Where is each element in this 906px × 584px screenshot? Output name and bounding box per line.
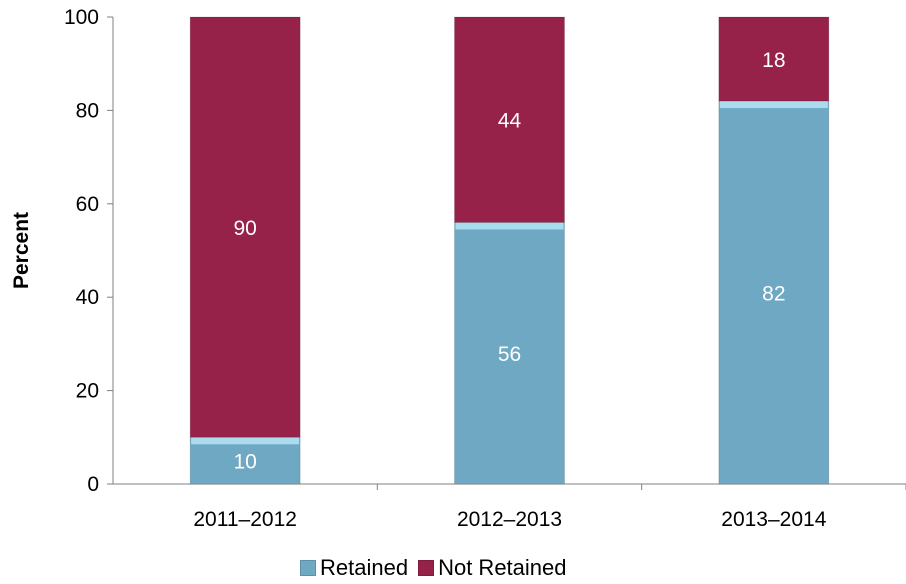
data-label-retained: 56 (498, 343, 521, 366)
data-label-retained: 10 (233, 451, 256, 474)
y-tick-label: 100 (64, 6, 99, 29)
y-tick-label: 20 (76, 380, 99, 403)
y-tick-label: 80 (76, 99, 99, 122)
legend-item-not-retained: Not Retained (418, 555, 567, 581)
legend-item-retained: Retained (300, 555, 408, 581)
legend: Retained Not Retained (300, 555, 577, 581)
data-label-not-retained: 18 (762, 49, 785, 72)
x-axis: 2011–2012 2012–2013 2013–2014 (113, 483, 906, 531)
legend-label-not-retained: Not Retained (438, 555, 567, 580)
bar-not-retained (718, 16, 830, 102)
bar-highlight (719, 101, 828, 109)
legend-swatch-retained (300, 560, 316, 576)
y-tick-label: 40 (76, 286, 99, 309)
x-tick-label: 2011–2012 (193, 508, 297, 531)
bar-retained (454, 221, 565, 485)
bar-not-retained (454, 16, 565, 223)
bar-highlight (455, 222, 564, 230)
y-tick-label: 0 (87, 473, 99, 496)
legend-swatch-not-retained (418, 560, 435, 576)
data-label-not-retained: 44 (498, 110, 522, 133)
legend-label-retained: Retained (320, 555, 409, 580)
bar-retained (718, 100, 830, 485)
y-tick-label: 60 (76, 193, 99, 216)
x-tick-label: 2012–2013 (457, 508, 562, 531)
data-label-retained: 82 (762, 283, 785, 306)
y-axis-label: Percent (10, 212, 33, 289)
data-labels-group: 10 90 56 44 82 18 (233, 49, 785, 474)
x-tick-label: 2013–2014 (721, 508, 826, 531)
bars-group (189, 16, 830, 485)
y-axis: 0 20 40 60 80 100 (64, 6, 114, 496)
bar-highlight (191, 437, 300, 445)
bar-not-retained (189, 16, 301, 438)
data-label-not-retained: 90 (233, 217, 256, 240)
